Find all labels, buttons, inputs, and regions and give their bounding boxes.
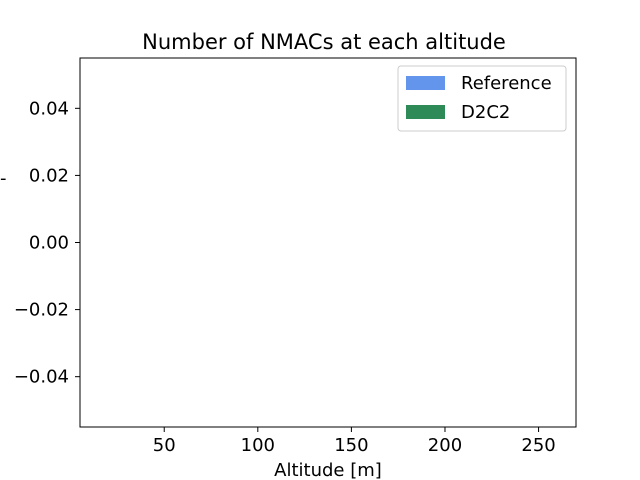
y-axis-label: - [0,168,7,189]
x-tick-label: 200 [428,435,462,456]
y-tick-label: −0.04 [14,367,69,388]
y-axis: 0.04 0.02 0.00 −0.02 −0.04 [14,98,80,388]
x-tick-label: 150 [334,435,368,456]
x-tick-label: 50 [153,435,176,456]
legend: Reference D2C2 [397,65,567,132]
legend-swatch-d2c2 [406,105,445,119]
y-tick-label: 0.02 [29,165,69,186]
legend-label-reference: Reference [461,73,552,94]
y-tick-label: −0.02 [14,300,69,321]
y-tick-label: 0.00 [29,233,69,254]
x-tick-label: 250 [521,435,555,456]
x-axis: 50 100 150 200 250 [153,427,556,456]
y-tick-label: 0.04 [29,98,69,119]
chart-title: Number of NMACs at each altitude [142,30,506,54]
legend-swatch-reference [406,76,445,90]
x-axis-label: Altitude [m] [274,460,382,480]
x-tick-label: 100 [241,435,275,456]
legend-label-d2c2: D2C2 [461,102,510,123]
